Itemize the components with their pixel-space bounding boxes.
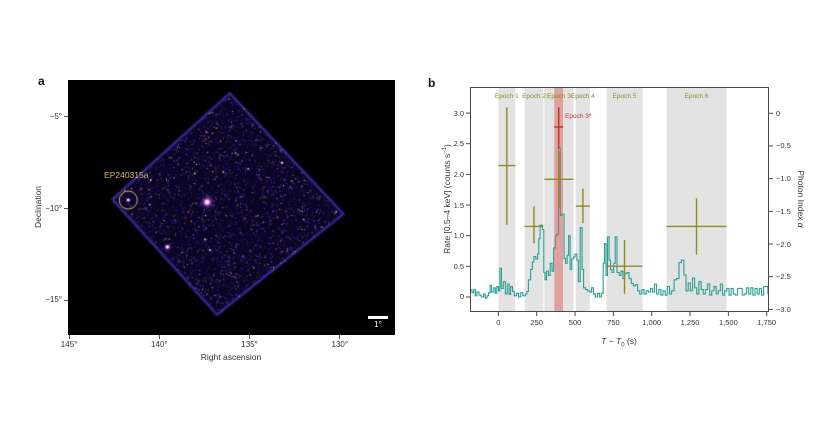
- panel-b-letter: b: [428, 76, 436, 90]
- x-label-sub0: 0: [621, 342, 625, 349]
- b-y-right-tick-label: −2.0: [776, 239, 791, 249]
- b-y-left-tick-label: 2.0: [453, 169, 464, 179]
- lightcurve-series: [470, 147, 769, 299]
- b-x-tick-label: 750: [607, 318, 620, 327]
- b-y-left-tick-label: 1.0: [453, 231, 464, 241]
- a-y-tick: [64, 116, 68, 118]
- b-x-tick-label: 1,250: [680, 318, 700, 327]
- a-y-tick-label: −5°: [49, 111, 62, 121]
- panel-b-right-axis-label: Photon Index α: [796, 170, 806, 227]
- a-x-tick: [339, 335, 341, 339]
- panel-b: b Rate [0.5–4 keV] (counts s−1) Photon I…: [420, 60, 830, 390]
- b-x-tick-label: 500: [568, 318, 582, 327]
- b-x-tick-label: 1,500: [718, 318, 738, 327]
- b-y-right-tick-label: −0.5: [776, 141, 791, 151]
- b-x-tick-label: 250: [530, 318, 543, 327]
- a-y-tick-label: −15°: [45, 295, 62, 305]
- epoch-label: Epoch 6: [684, 93, 709, 100]
- epoch-band: [524, 87, 544, 312]
- epoch-label: Epoch 1: [494, 93, 519, 100]
- a-x-tick-label: 135°: [241, 340, 258, 349]
- a-x-tick-label: 145°: [60, 340, 78, 349]
- b-y-right-tick-label: −3.0: [776, 304, 791, 314]
- scalebar-label: 1°: [374, 320, 382, 329]
- scalebar: [368, 316, 388, 319]
- panel-a-x-axis-label: Right ascension: [201, 352, 261, 362]
- lightcurve-plot: [466, 87, 773, 316]
- source-annotation-label: EP240315a: [104, 170, 149, 181]
- special-epoch-label: Epoch 3*: [565, 113, 592, 120]
- x-label-minus: −: [606, 336, 617, 346]
- x-label-unit: (s): [624, 336, 637, 346]
- xray-sky-image: [68, 80, 395, 335]
- epoch-label: Epoch 5: [612, 93, 637, 100]
- b-y-left-tick-label: 3.0: [453, 108, 464, 118]
- b-y-left-tick-label: 2.5: [453, 139, 464, 149]
- b-x-tick-label: 0: [496, 318, 501, 327]
- a-x-tick-label: 140°: [151, 340, 168, 349]
- epoch-label: Epoch 3: [546, 93, 571, 100]
- a-y-tick: [64, 299, 68, 301]
- b-x-tick-label: 1,750: [757, 318, 777, 327]
- panel-a-letter: a: [38, 74, 45, 88]
- panel-a: a EP240315a 1° Declination Right ascensi…: [28, 60, 413, 390]
- right-ascension-label: Right ascension: [200, 352, 262, 362]
- a-y-tick: [64, 208, 68, 209]
- b-y-left-tick-label: 1.5: [453, 200, 464, 210]
- panel-b-x-axis-label: T − T0 (s): [601, 336, 637, 349]
- a-x-tick-label: 130°: [331, 340, 349, 349]
- alpha-symbol: α: [796, 222, 806, 228]
- a-x-tick: [249, 335, 251, 339]
- a-y-tick-label: −10°: [45, 203, 62, 213]
- a-x-tick: [68, 335, 70, 339]
- x-label-T0: T: [616, 336, 622, 346]
- b-y-left-tick-label: 0.5: [453, 261, 464, 271]
- b-y-right-tick-label: 0: [776, 108, 781, 118]
- b-x-tick-label: 1,000: [642, 318, 662, 327]
- x-label-T: T: [601, 336, 607, 346]
- b-y-right-tick-label: −2.5: [776, 272, 791, 282]
- a-x-tick: [158, 335, 160, 339]
- photon-index-label: Photon Index: [796, 170, 806, 223]
- b-y-left-tick-label: 0: [459, 292, 464, 302]
- plot-frame: [470, 87, 769, 312]
- epoch-label: Epoch 2: [522, 93, 546, 100]
- b-y-right-tick-label: −1.5: [776, 206, 791, 216]
- epoch-label: Epoch 4: [570, 93, 595, 100]
- b-y-right-tick-label: −1.0: [776, 174, 791, 184]
